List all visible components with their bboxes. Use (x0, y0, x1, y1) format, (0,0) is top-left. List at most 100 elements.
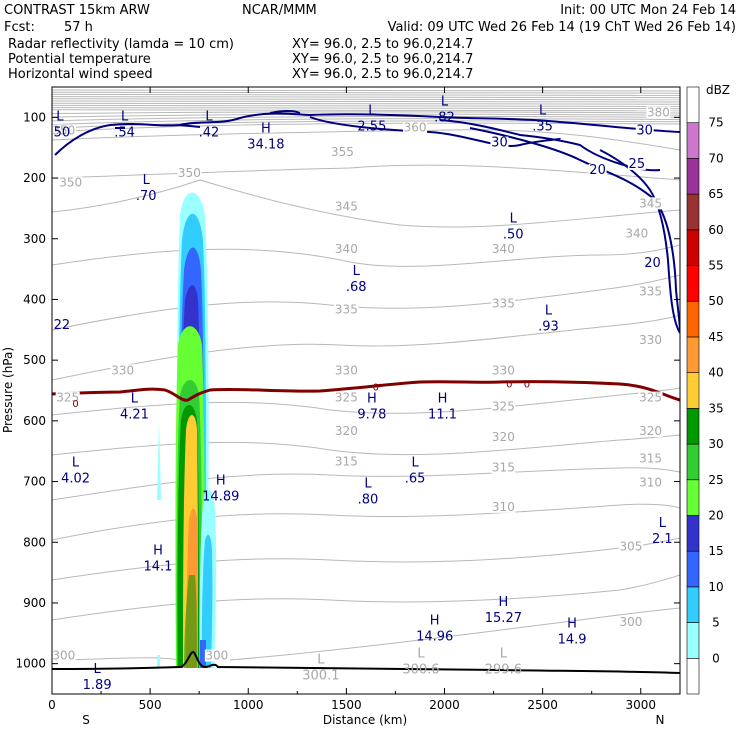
fcst-value: 57 h (64, 20, 93, 35)
theta-label-bg (334, 391, 359, 404)
theta-label-bg (618, 616, 643, 629)
theta-label: 300 (205, 649, 228, 663)
wind-label: 20 (644, 256, 661, 271)
y-tick-label: 900 (23, 596, 46, 610)
colorbar-swatch (686, 265, 700, 302)
theta-label-bg (334, 200, 359, 213)
y-tick-label: 1000 (15, 657, 46, 671)
extremum-marker: L (131, 392, 139, 407)
center-title: NCAR/MMM (242, 3, 317, 18)
extremum-marker: L (510, 211, 518, 226)
theta-label: 355 (331, 145, 354, 159)
extremum-value: 300.6 (402, 663, 439, 678)
wind-contours (54, 110, 680, 334)
colorbar-unit: dBZ (706, 83, 730, 97)
theta-label: 340 (492, 242, 515, 256)
extremum-value: .35 (532, 119, 553, 134)
extremum-value: 4.02 (61, 471, 90, 486)
theta-label: 300 (52, 649, 75, 663)
field-2-name: Potential temperature (8, 52, 151, 67)
theta-label-bg (638, 476, 663, 489)
theta-band-line (52, 89, 680, 92)
colorbar-label: 50 (708, 294, 723, 308)
x-tick-label: 1500 (331, 698, 362, 712)
x-tick-label: 500 (139, 698, 162, 712)
colorbar-swatch (686, 408, 700, 445)
theta-label: 380 (647, 105, 670, 119)
wind-label: 20 (589, 163, 606, 178)
colorbar-swatch (686, 193, 700, 231)
theta-contour-6 (52, 387, 680, 416)
extremum-marker: L (364, 477, 372, 492)
theta-label-bg (204, 649, 229, 662)
refl-plume-inner (201, 534, 213, 668)
theta-label: 325 (56, 391, 79, 405)
theta-label: 310 (492, 500, 515, 514)
theta-contour-3 (52, 244, 680, 267)
theta-label-bg (491, 500, 516, 513)
theta-label-bg (491, 461, 516, 474)
theta-label: 335 (335, 303, 358, 317)
extremum-value: .82 (434, 110, 455, 125)
theta-label: 320 (639, 424, 662, 438)
theta-band-line (52, 98, 680, 101)
theta-label-bg (491, 400, 516, 413)
theta-label-bg (58, 176, 83, 189)
extremum-value: .93 (538, 320, 559, 335)
extremum-marker: H (153, 543, 163, 558)
extremum-marker: L (411, 455, 419, 470)
theta-label: 330 (639, 333, 662, 347)
theta-label: 305 (619, 539, 642, 553)
extremum-marker: H (430, 613, 440, 628)
extremum-marker: H (567, 616, 577, 631)
theta-label: 325 (639, 391, 662, 405)
colorbar-swatch (686, 336, 700, 373)
colorbar-label: 40 (708, 366, 723, 380)
theta-band-line (52, 93, 680, 96)
extremum-marker: L (539, 103, 547, 118)
field-3-name: Horizontal wind speed (8, 67, 153, 82)
theta-contour-2 (52, 179, 680, 228)
colorbar-label: 65 (708, 187, 723, 201)
field-2-xy: XY= 96.0, 2.5 to 96.0,214.7 (292, 52, 473, 67)
extremum-value: 299.6 (485, 663, 522, 678)
refl-core-lower (184, 575, 197, 668)
x-tick-label: 2500 (527, 698, 558, 712)
extremum-value: .80 (358, 493, 379, 508)
theta-label: 340 (625, 227, 648, 241)
extremum-value: 15.27 (485, 611, 522, 626)
theta-label-bg (110, 364, 135, 377)
y-axis-label: Pressure (hPa) (1, 347, 15, 433)
theta-label-bg (638, 424, 663, 437)
wind-label-bg (627, 157, 646, 170)
wind-contour-30b (309, 116, 561, 147)
extremum-value: .65 (405, 471, 426, 486)
zero-dbz-label: 0 (373, 382, 379, 393)
colorbar-swatch (686, 122, 700, 159)
wind-label: 30 (636, 124, 653, 139)
x-axis-label: Distance (km) (323, 713, 407, 727)
refl-streak-2 (157, 655, 160, 667)
theta-band-line (52, 95, 680, 99)
theta-label: 315 (335, 454, 358, 468)
extremum-marker: L (659, 516, 667, 531)
x-tick-label: 3000 (625, 698, 656, 712)
colorbar-label: 70 (708, 151, 723, 165)
theta-label-bg (491, 364, 516, 377)
theta-label-bg (638, 452, 663, 465)
extremum-value: 1.89 (83, 678, 112, 693)
x-end-north: N (656, 713, 665, 727)
zero-dbz-label: 0 (506, 379, 512, 390)
extremum-value: .50 (50, 125, 71, 140)
colorbar: dBZ 0 5 10 15 20 25 30 35 40 45 50 55 60 65 70 75 (686, 83, 730, 695)
colorbar-swatch (686, 586, 700, 623)
wind-label-bg (588, 163, 607, 176)
theta-label-bg (638, 333, 663, 346)
theta-label-bg (55, 391, 80, 404)
theta-band-line (52, 100, 680, 103)
theta-label-bg (646, 106, 671, 119)
extremum-marker: L (441, 94, 449, 109)
colorbar-label: 35 (708, 401, 723, 415)
x-end-south: S (82, 713, 90, 727)
